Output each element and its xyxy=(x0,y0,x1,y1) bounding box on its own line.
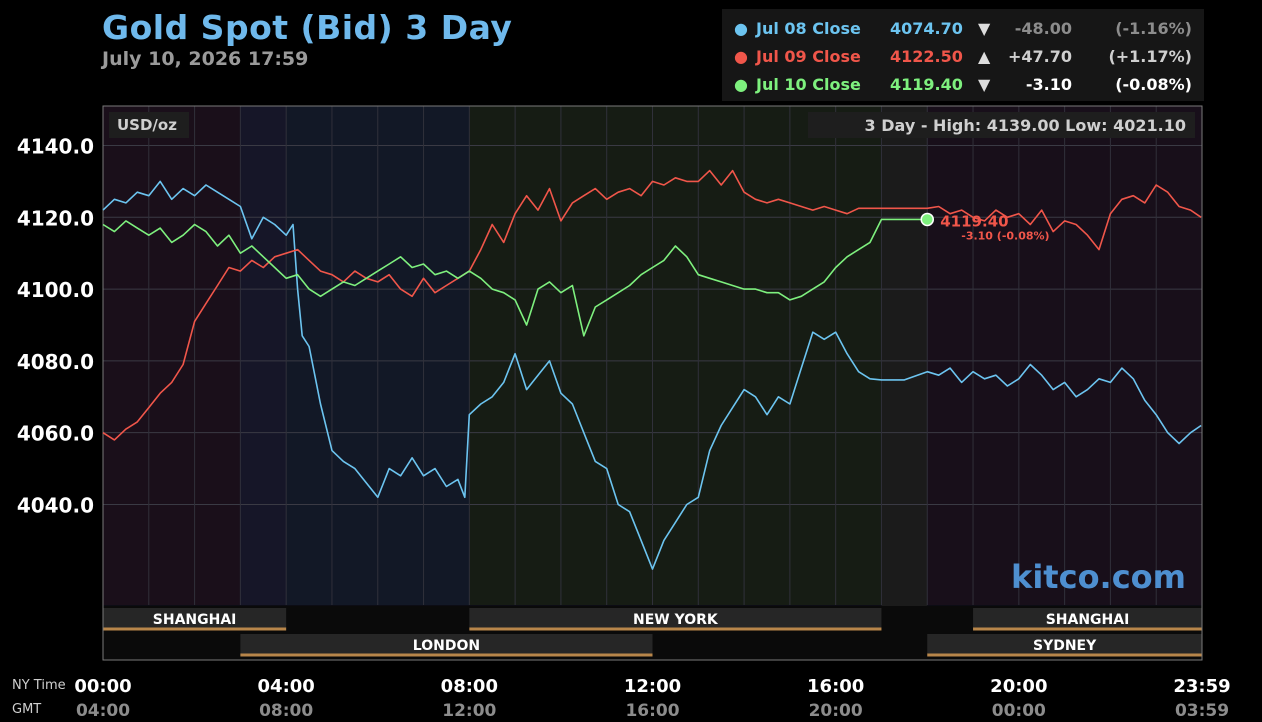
series-line-jul-09 xyxy=(102,169,1202,441)
last-point-marker xyxy=(920,212,934,227)
legend-dot-icon: ● xyxy=(734,19,748,38)
session-bar xyxy=(927,634,1202,654)
session-label: SHANGHAI xyxy=(1046,612,1130,628)
session-shade xyxy=(469,106,882,605)
legend-close-value: 4119.40 xyxy=(890,75,963,94)
legend-change-percent: (+1.17%) xyxy=(1108,47,1192,66)
session-label: SYDNEY xyxy=(1033,638,1097,654)
down-arrow-icon: ▼ xyxy=(978,75,991,94)
x-tick-label-gmt: 00:00 xyxy=(992,701,1046,721)
x-tick-label-gmt: 16:00 xyxy=(625,701,679,721)
legend-row-jul09: ● Jul 09 Close 4122.50 ▲ +47.70 (+1.17%) xyxy=(722,42,1204,68)
up-arrow-icon: ▲ xyxy=(978,47,991,66)
legend-box: ● Jul 08 Close 4074.70 ▼ -48.00 (-1.16%)… xyxy=(722,9,1204,101)
x-tick-label-ny: 12:00 xyxy=(624,676,681,697)
unit-label-box xyxy=(109,112,189,138)
legend-change-percent: (-0.08%) xyxy=(1115,75,1192,94)
down-arrow-icon: ▼ xyxy=(978,19,991,38)
legend-label: Jul 09 Close xyxy=(756,47,861,66)
x-tick-label-ny: 20:00 xyxy=(990,676,1047,697)
range-box xyxy=(808,112,1195,138)
series-line-jul-08 xyxy=(102,180,1202,570)
session-shade xyxy=(103,106,241,605)
y-tick-label: 4140.0 xyxy=(17,134,94,158)
legend-change-percent: (-1.16%) xyxy=(1115,19,1192,38)
session-label: LONDON xyxy=(413,638,480,654)
x-tick-label-gmt: 20:00 xyxy=(809,701,863,721)
unit-label: USD/oz xyxy=(117,116,177,134)
session-label: SHANGHAI xyxy=(153,612,237,628)
session-label: NEW YORK xyxy=(633,612,719,628)
x-tick-label-ny: 04:00 xyxy=(258,676,315,697)
gmt-axis-label: GMT xyxy=(12,702,41,717)
watermark-logo: kitco.com xyxy=(1011,558,1186,596)
series-line-jul-10 xyxy=(102,218,928,337)
legend-label: Jul 08 Close xyxy=(756,19,861,38)
x-tick-label-gmt: 03:59 xyxy=(1175,701,1229,721)
legend-change: -3.10 xyxy=(1025,75,1072,94)
y-tick-label: 4080.0 xyxy=(17,350,94,374)
legend-row-jul08: ● Jul 08 Close 4074.70 ▼ -48.00 (-1.16%) xyxy=(722,14,1204,40)
legend-close-value: 4074.70 xyxy=(890,19,963,38)
last-value-label: 4119.40 xyxy=(940,212,1008,230)
legend-close-value: 4122.50 xyxy=(890,47,963,66)
x-tick-label-gmt: 04:00 xyxy=(76,701,130,721)
session-bar xyxy=(973,608,1202,628)
legend-change: -48.00 xyxy=(1014,19,1072,38)
plot-border xyxy=(102,105,1203,661)
x-tick-label-ny: 00:00 xyxy=(74,676,131,697)
chart-title: Gold Spot (Bid) 3 Day xyxy=(102,8,513,47)
y-tick-label: 4040.0 xyxy=(17,493,94,517)
last-change-label: -3.10 (-0.08%) xyxy=(961,229,1049,242)
session-bar xyxy=(103,608,287,628)
market-closed-shade xyxy=(881,106,928,660)
legend-dot-icon: ● xyxy=(734,75,748,94)
x-tick-label-gmt: 08:00 xyxy=(259,701,313,721)
x-tick-label-ny: 08:00 xyxy=(441,676,498,697)
y-tick-label: 4060.0 xyxy=(17,422,94,446)
legend-change: +47.70 xyxy=(1007,47,1072,66)
session-bar xyxy=(469,608,882,628)
ny-time-axis-label: NY Time xyxy=(12,678,66,693)
x-tick-label-gmt: 12:00 xyxy=(442,701,496,721)
x-tick-label-ny: 16:00 xyxy=(807,676,864,697)
x-tick-label-ny: 23:59 xyxy=(1173,676,1230,697)
legend-label: Jul 10 Close xyxy=(756,75,861,94)
session-bar xyxy=(240,634,653,654)
range-text: 3 Day - High: 4139.00 Low: 4021.10 xyxy=(865,116,1186,135)
legend-row-jul10: ● Jul 10 Close 4119.40 ▼ -3.10 (-0.08%) xyxy=(722,70,1204,96)
y-tick-label: 4120.0 xyxy=(17,206,94,230)
legend-dot-icon: ● xyxy=(734,47,748,66)
session-shade xyxy=(240,106,287,605)
y-tick-label: 4100.0 xyxy=(17,278,94,302)
chart-datetime: July 10, 2026 17:59 xyxy=(102,48,309,70)
